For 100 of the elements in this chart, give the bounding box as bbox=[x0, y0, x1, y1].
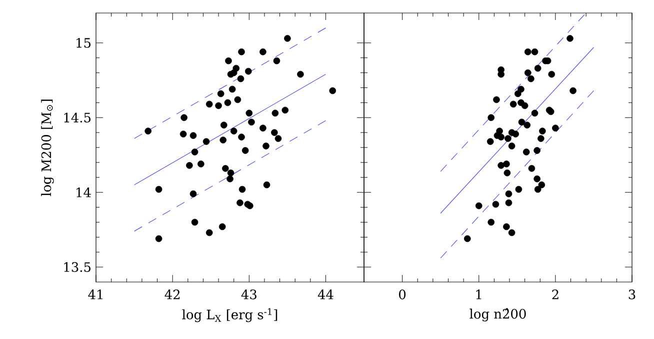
point bbox=[537, 135, 544, 142]
point bbox=[510, 100, 517, 108]
point bbox=[528, 75, 534, 82]
point bbox=[274, 135, 282, 142]
point bbox=[475, 202, 482, 210]
point bbox=[232, 64, 240, 72]
point bbox=[282, 106, 289, 114]
point bbox=[570, 87, 576, 94]
point bbox=[514, 90, 522, 98]
point bbox=[244, 68, 252, 75]
point bbox=[248, 118, 255, 126]
point bbox=[186, 162, 193, 169]
point bbox=[191, 218, 198, 226]
point bbox=[486, 138, 494, 145]
x-tick-label: 43 bbox=[241, 290, 256, 300]
point bbox=[215, 102, 222, 110]
point bbox=[190, 190, 197, 198]
point bbox=[206, 229, 213, 236]
point bbox=[198, 160, 204, 168]
point bbox=[238, 186, 246, 193]
x-tick-label: 2 bbox=[552, 290, 558, 300]
x-tick-label: 1 bbox=[476, 290, 482, 300]
point bbox=[222, 165, 229, 172]
point bbox=[534, 175, 540, 182]
point bbox=[226, 175, 234, 182]
point bbox=[260, 48, 266, 56]
point bbox=[488, 218, 495, 226]
point bbox=[548, 70, 556, 78]
y-tick-label: 13.5 bbox=[64, 262, 90, 272]
point bbox=[236, 199, 244, 206]
point bbox=[297, 70, 304, 78]
point bbox=[242, 147, 249, 154]
y-tick-label: 15 bbox=[76, 38, 90, 48]
point bbox=[234, 96, 242, 104]
x-axis-title: log n2̂00 bbox=[470, 308, 526, 322]
y-tick-label: 14 bbox=[76, 188, 91, 198]
point bbox=[524, 69, 532, 76]
point bbox=[263, 181, 270, 188]
point bbox=[493, 96, 500, 104]
point bbox=[191, 148, 198, 156]
point bbox=[531, 48, 538, 56]
point bbox=[217, 90, 224, 98]
point bbox=[566, 35, 574, 42]
point bbox=[522, 148, 530, 156]
point bbox=[272, 110, 279, 117]
point bbox=[237, 75, 244, 82]
point bbox=[144, 128, 152, 134]
point bbox=[262, 142, 270, 150]
point bbox=[505, 199, 512, 206]
point bbox=[534, 147, 540, 154]
point bbox=[224, 99, 232, 106]
x-axis-title: log L$_{X}$ [erg s$^{-1}$] bbox=[182, 308, 278, 322]
point bbox=[528, 165, 536, 172]
point bbox=[534, 64, 542, 72]
point bbox=[524, 48, 532, 56]
point bbox=[246, 110, 253, 117]
point bbox=[329, 87, 336, 94]
point bbox=[521, 102, 528, 110]
point bbox=[492, 200, 500, 208]
x-tick-label: 44 bbox=[318, 290, 334, 300]
point bbox=[260, 124, 266, 132]
y-axis-title: log M200 [M$_{⊙}$] bbox=[41, 100, 54, 196]
point bbox=[155, 235, 162, 242]
point bbox=[220, 122, 228, 128]
point bbox=[552, 124, 559, 132]
point bbox=[508, 142, 516, 150]
point bbox=[228, 86, 236, 93]
point bbox=[271, 129, 278, 136]
point bbox=[202, 138, 210, 145]
point bbox=[524, 122, 531, 128]
point bbox=[238, 48, 245, 56]
point bbox=[180, 114, 188, 122]
point bbox=[538, 181, 546, 188]
point bbox=[508, 229, 516, 236]
point bbox=[284, 35, 291, 42]
x-tick-label: 42 bbox=[164, 290, 180, 300]
point bbox=[515, 186, 522, 193]
point bbox=[464, 235, 471, 242]
point bbox=[503, 223, 510, 230]
point bbox=[498, 134, 504, 140]
x-tick-label: 0 bbox=[399, 290, 406, 300]
point bbox=[273, 57, 280, 64]
point bbox=[505, 190, 512, 198]
point bbox=[512, 130, 520, 138]
point bbox=[488, 114, 495, 122]
point bbox=[230, 128, 238, 134]
point bbox=[155, 186, 162, 193]
point bbox=[534, 186, 542, 193]
point bbox=[531, 110, 538, 117]
x-tick-label: 41 bbox=[88, 290, 102, 300]
point bbox=[518, 118, 526, 126]
point bbox=[539, 128, 546, 134]
point bbox=[504, 170, 511, 176]
point bbox=[504, 135, 512, 142]
y-tick-label: 14.5 bbox=[64, 112, 90, 123]
point bbox=[190, 132, 197, 139]
x-tick-label: 3 bbox=[628, 290, 636, 300]
point bbox=[246, 202, 254, 210]
point bbox=[503, 160, 510, 168]
point bbox=[206, 100, 213, 108]
